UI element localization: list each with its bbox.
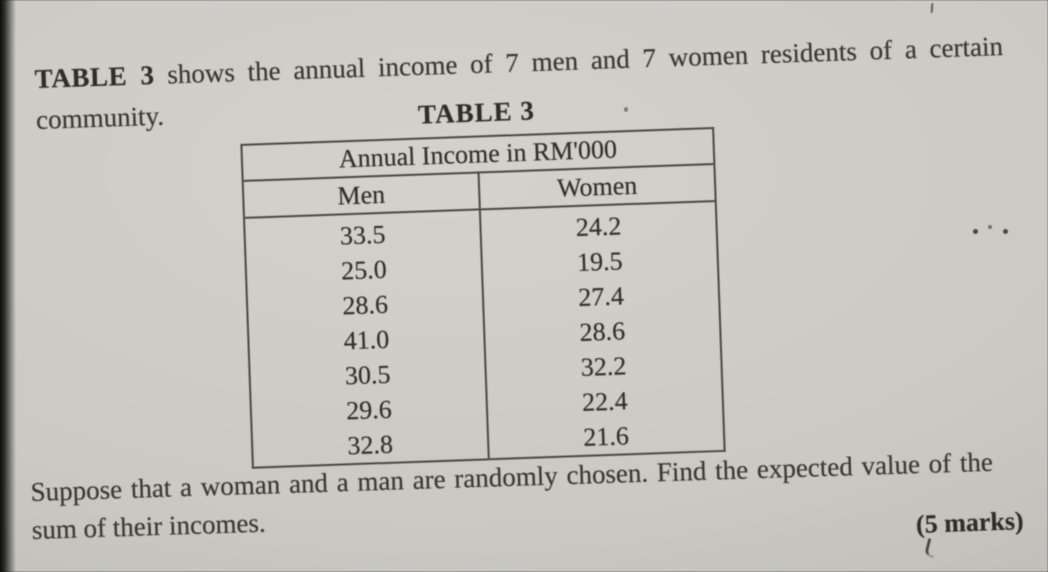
stray-tick-mark [930, 2, 934, 14]
stray-dot [1003, 229, 1008, 234]
income-table-body: 33.5 24.2 25.0 19.5 28.6 27.4 41.0 28.6 30.5 32.2… [244, 201, 725, 468]
income-table: Annual Income in RM'000 Men Women 33.5 24… [240, 127, 726, 469]
stray-dot [973, 229, 978, 234]
stray-pen-mark [923, 538, 939, 558]
marks-label: (5 marks) [915, 506, 1025, 539]
stray-dot [988, 225, 992, 229]
question-text: Suppose that a woman and a man are rando… [30, 441, 1044, 549]
intro-table-reference: TABLE 3 [34, 59, 156, 94]
stray-speck [624, 107, 628, 112]
income-table-block: TABLE 3 Annual Income in RM'000 Men Wome… [239, 89, 726, 469]
